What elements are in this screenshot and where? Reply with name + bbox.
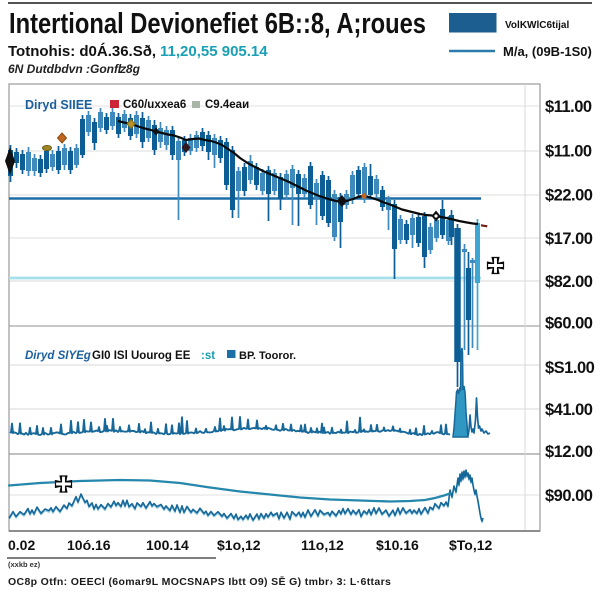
svg-text:$22.00: $22.00 [545, 186, 593, 204]
svg-text:10ó.16: 10ó.16 [67, 537, 111, 553]
svg-text:Totnohis: d0Á.36.Sð,: Totnohis: d0Á.36.Sð, [8, 43, 156, 60]
svg-text:100.14: 100.14 [146, 537, 189, 553]
svg-text:$41.00: $41.00 [545, 401, 593, 419]
svg-text:C9.4eaи: C9.4eaи [205, 99, 249, 111]
svg-text:$60.00: $60.00 [545, 314, 593, 332]
svg-text:GI0 ISl Uourog EE: GI0 ISl Uourog EE [92, 350, 191, 362]
svg-text:Diryd SIYEg: Diryd SIYEg [25, 350, 91, 362]
svg-text::st: :st [201, 350, 215, 362]
svg-text:Intertional Devionefiet 6B::8,: Intertional Devionefiet 6B::8, A;roues [9, 8, 426, 40]
svg-text:OC8p Otfn: OEECl (6omar9L MOCS: OC8p Otfn: OEECl (6omar9L MOCSNAPS Ibtt … [8, 576, 391, 588]
svg-text:$90.00: $90.00 [545, 487, 593, 505]
svg-text:0.02: 0.02 [8, 537, 35, 553]
svg-text:$To,12: $To,12 [449, 537, 493, 553]
svg-text:$82.00: $82.00 [545, 273, 593, 291]
svg-text:M/a, (09B-1S0): M/a, (09B-1S0) [503, 44, 592, 59]
svg-text:$17.00: $17.00 [545, 230, 593, 248]
svg-text:$11.00: $11.00 [545, 98, 592, 116]
svg-text:(xxkb ez): (xxkb ez) [8, 560, 41, 569]
svg-text:$12.00: $12.00 [545, 443, 593, 461]
svg-text:6N Dutdbdvn :Gonfʫ8g: 6N Dutdbdvn :Gonfʫ8g [8, 62, 141, 76]
svg-text:VolKWlC6tijal: VolKWlC6tijal [505, 20, 569, 31]
svg-text:Diryd SIIEE: Diryd SIIEE [25, 98, 92, 112]
svg-text:$1o,12: $1o,12 [217, 537, 261, 553]
svg-text:11,20,55 905.14: 11,20,55 905.14 [160, 43, 268, 60]
svg-text:11o,12: 11o,12 [301, 537, 344, 553]
svg-text:C60/uxxea6: C60/uxxea6 [123, 99, 186, 111]
svg-text:$10.16: $10.16 [376, 537, 419, 553]
svg-text:BP. Tooror.: BP. Tooror. [239, 350, 296, 362]
svg-text:$11.00: $11.00 [545, 142, 592, 160]
svg-text:$S1.00: $S1.00 [545, 359, 595, 377]
